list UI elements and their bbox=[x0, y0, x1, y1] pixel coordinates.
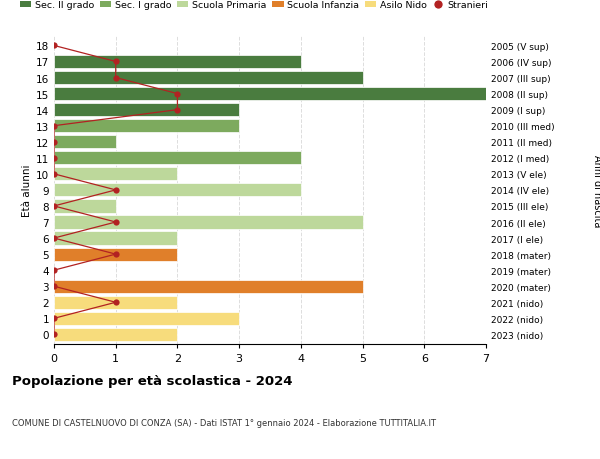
Bar bbox=[54, 72, 362, 85]
Bar bbox=[54, 312, 239, 325]
Bar bbox=[54, 216, 362, 229]
Bar bbox=[54, 56, 301, 69]
Text: Anni di nascita: Anni di nascita bbox=[592, 154, 600, 227]
Bar bbox=[54, 168, 178, 181]
Bar bbox=[54, 184, 301, 197]
Y-axis label: Età alunni: Età alunni bbox=[22, 164, 32, 217]
Bar bbox=[54, 120, 239, 133]
Legend: Sec. II grado, Sec. I grado, Scuola Primaria, Scuola Infanzia, Asilo Nido, Stran: Sec. II grado, Sec. I grado, Scuola Prim… bbox=[20, 1, 488, 11]
Bar bbox=[54, 200, 116, 213]
Bar bbox=[54, 296, 178, 309]
Bar bbox=[54, 152, 301, 165]
Bar bbox=[54, 104, 239, 117]
Bar bbox=[54, 88, 486, 101]
Bar bbox=[54, 136, 116, 149]
Bar bbox=[54, 248, 178, 261]
Bar bbox=[54, 232, 178, 245]
Text: COMUNE DI CASTELNUOVO DI CONZA (SA) - Dati ISTAT 1° gennaio 2024 - Elaborazione : COMUNE DI CASTELNUOVO DI CONZA (SA) - Da… bbox=[12, 418, 436, 427]
Text: Popolazione per età scolastica - 2024: Popolazione per età scolastica - 2024 bbox=[12, 374, 293, 387]
Bar bbox=[54, 328, 178, 341]
Bar bbox=[54, 280, 362, 293]
